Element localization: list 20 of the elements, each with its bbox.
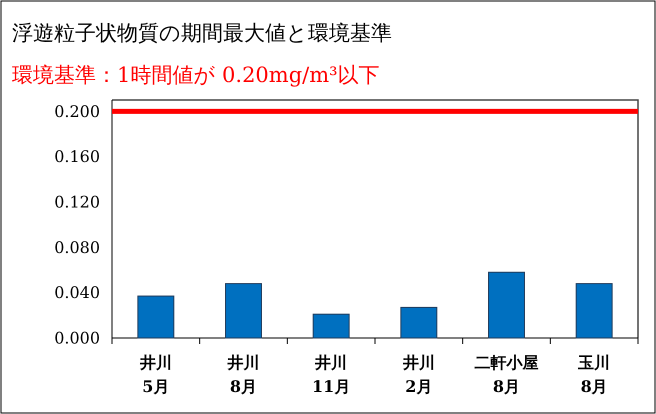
bar <box>225 283 262 338</box>
x-tick-label: 玉川 8月 <box>577 353 610 396</box>
x-tick-label: 井川 8月 <box>226 353 260 396</box>
y-tick-label: 0.160 <box>54 147 100 166</box>
bar <box>488 272 525 338</box>
bar <box>312 314 350 338</box>
chart-title: 浮遊粒子状物質の期間最大値と環境基準 <box>12 21 392 45</box>
x-tick-label: 二軒小屋 8月 <box>474 353 538 396</box>
bar <box>576 283 613 338</box>
x-tick-label: 井川 11月 <box>312 353 350 396</box>
x-tick-label: 井川 2月 <box>402 353 435 396</box>
x-tick-label: 井川 5月 <box>138 353 172 396</box>
bar <box>137 296 174 338</box>
y-tick-label: 0.120 <box>54 192 100 212</box>
y-tick-label: 0.040 <box>54 283 100 302</box>
ref-line-label: 環境基準：1時間値が 0.20mg/m³以下 <box>12 63 380 87</box>
bar <box>400 306 438 338</box>
y-tick-label: 0.200 <box>54 102 100 121</box>
y-tick-label: 0.000 <box>54 328 100 348</box>
y-tick-label: 0.080 <box>54 238 100 257</box>
